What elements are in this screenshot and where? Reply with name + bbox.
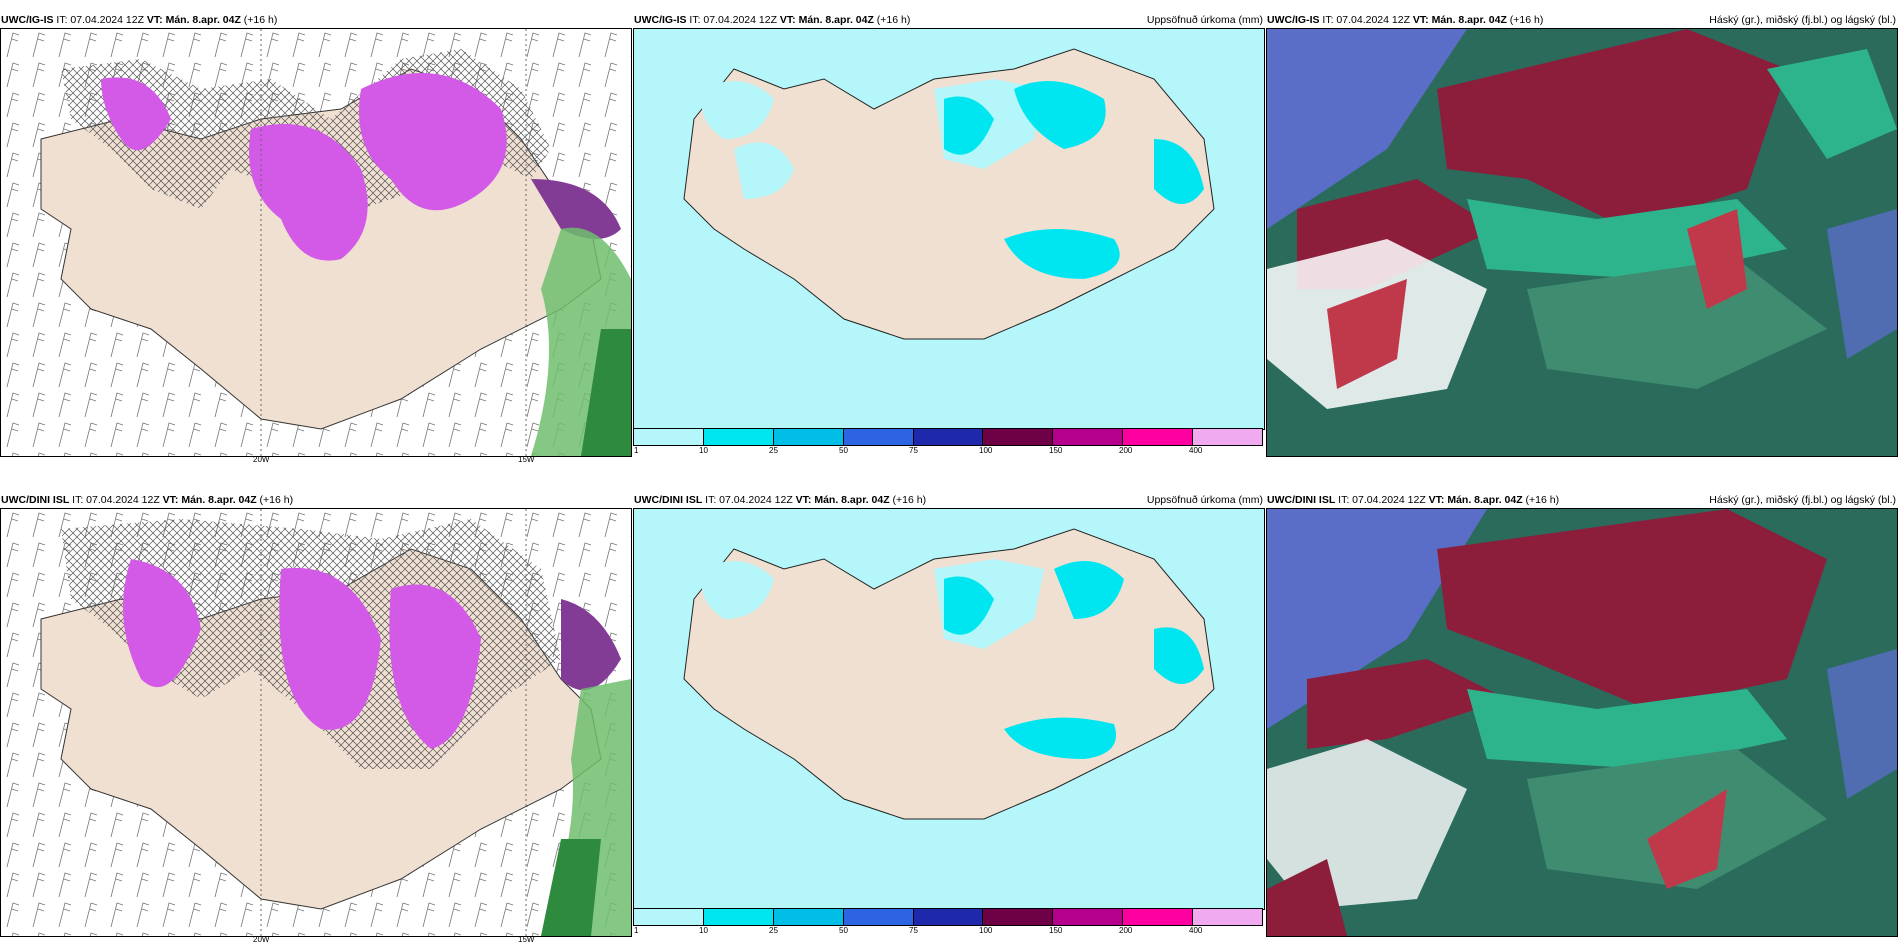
precip-colorbar: [633, 428, 1263, 446]
lon-label: 15W: [518, 455, 535, 464]
panel-igis-snow: UWC/IG-IS IT: 07.04.2024 12Z VT: Mán. 8.…: [0, 12, 632, 464]
colorbar-swatch: [703, 909, 774, 925]
cloud-map[interactable]: [1266, 508, 1898, 937]
colorbar-swatch: [913, 909, 984, 925]
colorbar-swatch: [843, 429, 914, 445]
colorbar-swatch: [634, 909, 704, 925]
colorbar-label: 75: [909, 446, 918, 455]
colorbar-swatch: [913, 429, 984, 445]
snow-wind-map[interactable]: [0, 28, 632, 457]
colorbar-swatch: [983, 429, 1054, 445]
colorbar-label: 75: [909, 926, 918, 935]
panel-header: UWC/DINI ISL IT: 07.04.2024 12Z VT: Mán.…: [1, 494, 294, 506]
colorbar-swatch: [983, 909, 1054, 925]
colorbar-label: 150: [1049, 446, 1063, 455]
colorbar-swatch: [1053, 909, 1124, 925]
lon-label: 20W: [253, 935, 270, 944]
lon-label: 20W: [253, 455, 270, 464]
cloud-map[interactable]: [1266, 28, 1898, 457]
panel-header: UWC/IG-IS IT: 07.04.2024 12Z VT: Mán. 8.…: [634, 14, 1263, 26]
colorbar-label: 50: [839, 926, 848, 935]
colorbar-label: 400: [1189, 446, 1203, 455]
lon-label: 15W: [518, 935, 535, 944]
colorbar-label: 100: [979, 446, 993, 455]
colorbar-swatch: [773, 909, 844, 925]
colorbar-swatch: [773, 429, 844, 445]
colorbar-label: 200: [1119, 446, 1133, 455]
colorbar-swatch: [1123, 909, 1194, 925]
colorbar-swatch: [1193, 909, 1263, 925]
precip-map[interactable]: [633, 28, 1265, 430]
colorbar-label: 10: [699, 926, 708, 935]
colorbar-label: 400: [1189, 926, 1203, 935]
panel-dini-clouds: UWC/DINI ISL IT: 07.04.2024 12Z VT: Mán.…: [1266, 492, 1898, 941]
panel-dini-precip: UWC/DINI ISL IT: 07.04.2024 12Z VT: Mán.…: [633, 492, 1265, 941]
colorbar-swatch: [634, 429, 704, 445]
panel-igis-precip: UWC/IG-IS IT: 07.04.2024 12Z VT: Mán. 8.…: [633, 12, 1265, 461]
colorbar-label: 1: [634, 926, 639, 935]
precip-map[interactable]: [633, 508, 1265, 910]
snow-wind-map[interactable]: [0, 508, 632, 937]
panel-header: UWC/IG-IS IT: 07.04.2024 12Z VT: Mán. 8.…: [1267, 14, 1896, 26]
panel-header: UWC/DINI ISL IT: 07.04.2024 12Z VT: Mán.…: [634, 494, 1263, 506]
panel-header: UWC/DINI ISL IT: 07.04.2024 12Z VT: Mán.…: [1267, 494, 1896, 506]
panel-igis-clouds: UWC/IG-IS IT: 07.04.2024 12Z VT: Mán. 8.…: [1266, 12, 1898, 461]
colorbar-label: 100: [979, 926, 993, 935]
colorbar-label: 150: [1049, 926, 1063, 935]
precip-colorbar: [633, 908, 1263, 926]
colorbar-swatch: [1053, 429, 1124, 445]
panel-dini-snow: UWC/DINI ISL IT: 07.04.2024 12Z VT: Mán.…: [0, 492, 632, 944]
colorbar-label: 200: [1119, 926, 1133, 935]
colorbar-swatch: [703, 429, 774, 445]
colorbar-swatch: [1123, 429, 1194, 445]
panel-header: UWC/IG-IS IT: 07.04.2024 12Z VT: Mán. 8.…: [1, 14, 278, 26]
colorbar-label: 50: [839, 446, 848, 455]
colorbar-label: 10: [699, 446, 708, 455]
colorbar-label: 25: [769, 446, 778, 455]
colorbar-swatch: [843, 909, 914, 925]
colorbar-swatch: [1193, 429, 1263, 445]
colorbar-label: 1: [634, 446, 639, 455]
colorbar-label: 25: [769, 926, 778, 935]
